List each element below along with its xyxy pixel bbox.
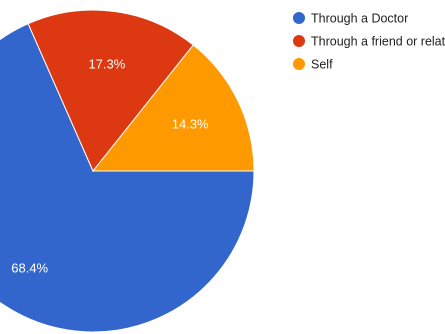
pie-slices <box>0 9 255 333</box>
legend-marker-self <box>293 58 305 70</box>
legend-label-through-a-friend-or-relative: Through a friend or relative <box>311 35 445 49</box>
pie-slice-label-self: 14.3% <box>172 117 209 132</box>
pie-slice-through-a-friend-or-relative <box>27 9 194 172</box>
legend-label-through-a-doctor: Through a Doctor <box>311 12 408 26</box>
pie-slice-labels: 68.4% 17.3% 14.3% <box>11 57 209 276</box>
pie-slice-label-through-a-doctor: 68.4% <box>11 261 48 276</box>
legend-marker-through-a-doctor <box>293 12 305 24</box>
pie-slice-self <box>91 44 255 172</box>
pie-slice-through-a-doctor <box>0 22 255 333</box>
legend: Through a Doctor Through a friend or rela… <box>293 12 445 72</box>
legend-label-self: Self <box>311 58 333 72</box>
pie-slice-label-through-a-friend-or-relative: 17.3% <box>88 57 125 72</box>
legend-marker-through-a-friend-or-relative <box>293 35 305 47</box>
